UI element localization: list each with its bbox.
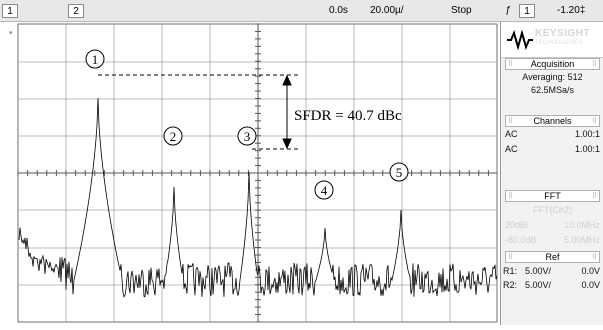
grip-icon: ⠿ (591, 61, 597, 68)
grip-icon: ⠿ (508, 118, 514, 125)
sfdr-label: SFDR = 40.7 dBc (294, 108, 402, 124)
brand-name: KEYSIGHT (535, 28, 591, 39)
marker-5: 5 (389, 162, 409, 182)
channels-title: Channels (533, 116, 572, 126)
ref1-offset: 0.0V (581, 266, 600, 276)
channel1-probe-ratio: 1.00:1 (574, 129, 600, 139)
acquisition-header[interactable]: ⠿ Acquisition ⠿ (505, 58, 600, 70)
ref1-scale: 5.00V/ (525, 266, 552, 276)
channel1-button[interactable]: 1 (2, 4, 18, 18)
sample-rate: 62.5MSa/s (530, 85, 575, 95)
ref2-scale: 5.00V/ (525, 280, 552, 290)
ref2-offset: 0.0V (581, 280, 600, 290)
marker-1: 1 (85, 49, 105, 69)
grip-icon: ⠿ (591, 193, 597, 200)
marker-5-label: 5 (396, 165, 403, 180)
marker-3-label: 3 (244, 129, 251, 144)
fft-span-frequency: 5.00MHz (563, 235, 600, 245)
fft-trace (18, 97, 498, 298)
grip-icon: ⠿ (508, 254, 514, 261)
acquisition-mode: Averaging: 512 (522, 72, 583, 82)
marker-4: 4 (314, 180, 334, 200)
trigger-icon: ƒ (505, 5, 511, 16)
status-bar: 1 2 0.0s 20.00µ/ Stop ƒ 1 -1.20‡ (0, 0, 603, 22)
fft-source: FFT(Ch2) (533, 205, 572, 215)
channel1-coupling: AC (505, 129, 518, 139)
harmonic-markers: 1 2 3 4 5 (85, 49, 409, 200)
acquisition-title: Acquisition (530, 59, 575, 69)
marker-1-label: 1 (92, 52, 99, 67)
channel1-label: 1 (7, 6, 13, 17)
keysight-wave-icon (507, 30, 533, 50)
brand-logo: KEYSIGHT TECHNOLOGIES (501, 22, 603, 58)
fft-scale: 20dB/ (505, 220, 529, 230)
marker-3: 3 (237, 126, 257, 146)
waveform-area[interactable]: SFDR = 40.7 dBc 1 2 3 4 (0, 22, 499, 325)
fft-header[interactable]: ⠿ FFT ⠿ (505, 190, 600, 202)
trigger-level: -1.20‡ (557, 5, 586, 16)
fft-center-frequency: 10.0MHz (563, 220, 600, 230)
ref2-label: R2: (503, 280, 518, 290)
channel2-label: 2 (73, 6, 79, 17)
channel2-button[interactable]: 2 (68, 4, 84, 18)
channels-header[interactable]: ⠿ Channels ⠿ (505, 115, 600, 127)
fft-display: SFDR = 40.7 dBc 1 2 3 4 (9, 23, 498, 323)
screen-marker-icon: ▾ (9, 30, 13, 37)
ref-title: Ref (545, 252, 560, 262)
ref1-label: R1: (503, 266, 518, 276)
side-panel: KEYSIGHT TECHNOLOGIES ⠿ Acquisition ⠿ Av… (500, 22, 603, 325)
grip-icon: ⠿ (508, 193, 514, 200)
axis-ticks (17, 23, 489, 323)
channel2-probe-ratio: 1.00:1 (574, 144, 600, 154)
marker-2-label: 2 (170, 129, 177, 144)
trigger-channel: 1 (524, 6, 530, 17)
marker-2: 2 (163, 126, 183, 146)
channel2-coupling: AC (505, 144, 518, 154)
grip-icon: ⠿ (591, 254, 597, 261)
sfdr-arrow (282, 74, 292, 150)
sfdr-reference-lines (98, 74, 300, 150)
grip-icon: ⠿ (508, 61, 514, 68)
fft-offset: -80.0dB (505, 235, 537, 245)
trigger-source-button[interactable]: 1 (519, 4, 535, 18)
marker-4-label: 4 (321, 183, 328, 198)
brand-subtitle: TECHNOLOGIES (535, 40, 583, 46)
fft-title: FFT (544, 191, 561, 201)
grip-icon: ⠿ (591, 118, 597, 125)
time-per-div: 20.00µ/ (370, 5, 404, 16)
time-delay: 0.0s (329, 5, 348, 16)
ref-header[interactable]: ⠿ Ref ⠿ (505, 251, 600, 263)
run-state: Stop (451, 5, 472, 16)
